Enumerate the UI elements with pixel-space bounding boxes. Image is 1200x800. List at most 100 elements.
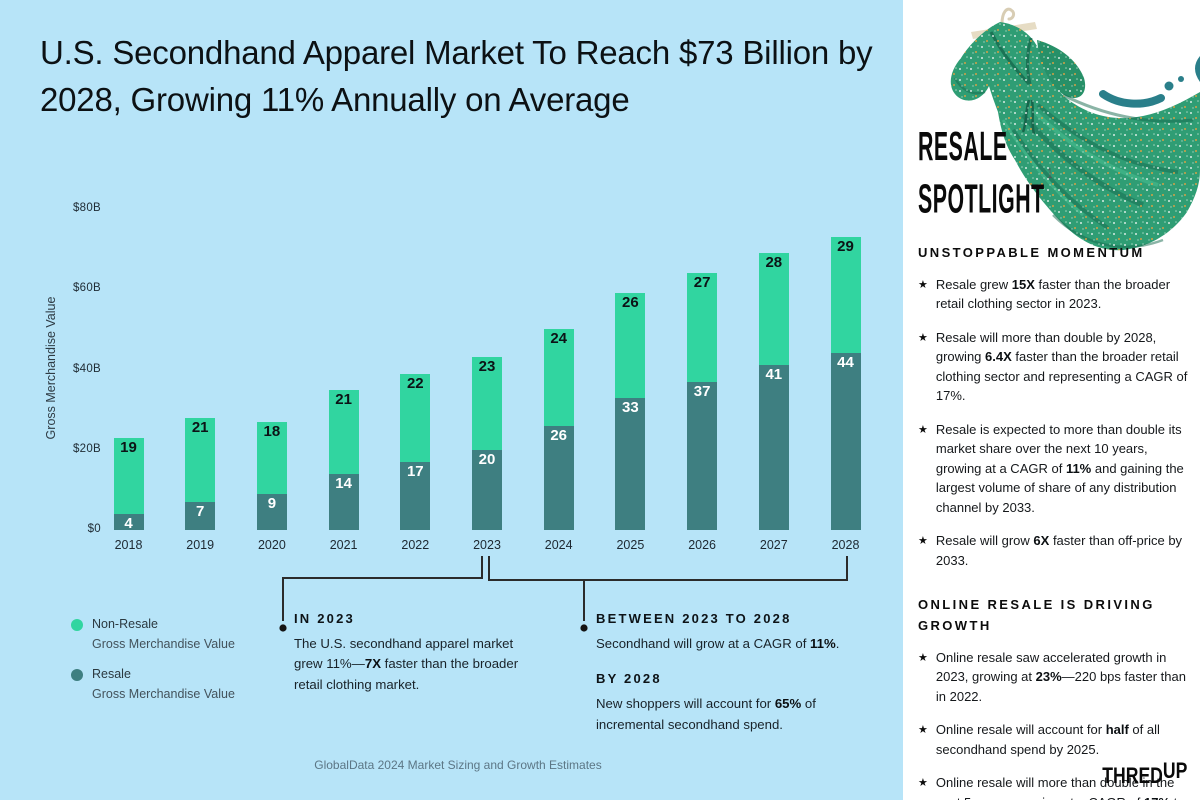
bullet-item: ★ Online resale saw accelerated growth in… bbox=[918, 648, 1188, 707]
x-axis-tick: 2023 bbox=[473, 538, 501, 552]
logo-thred: THRED bbox=[1101, 763, 1163, 788]
bar-segment-non-resale-2023: 23 bbox=[472, 357, 502, 450]
bar-value-label: 7 bbox=[196, 502, 205, 520]
annotation-2023-2028: BETWEEN 2023 TO 2028 Secondhand will gro… bbox=[596, 611, 858, 735]
bullet-text: Online resale will account for half of a… bbox=[935, 722, 1160, 757]
bullet-text: Online resale saw accelerated growth in … bbox=[935, 649, 1186, 704]
annotation-body: New shoppers will account for 65% of inc… bbox=[596, 696, 816, 732]
bullet-dot bbox=[279, 624, 287, 632]
section-heading: UNSTOPPABLE MOMENTUM bbox=[918, 245, 1145, 260]
x-axis-tick: 2021 bbox=[329, 538, 358, 552]
bar-segment-non-resale-2024: 24 bbox=[543, 329, 574, 426]
bar-value-label: 27 bbox=[693, 274, 711, 292]
source-credit: GlobalData 2024 Market Sizing and Growth… bbox=[314, 758, 602, 772]
star-icon: ★ bbox=[918, 535, 928, 548]
y-axis-tick: $40B bbox=[72, 362, 101, 375]
annotation-heading: BY 2028 bbox=[596, 671, 662, 687]
bar-segment-non-resale-2022: 22 bbox=[400, 373, 431, 462]
bar-segment-non-resale-2021: 21 bbox=[328, 389, 359, 474]
bullet-item: ★ Online resale will account for half of … bbox=[918, 720, 1188, 759]
bullet-text: Online resale will more than double in t… bbox=[935, 775, 1185, 800]
spotlight-title: RESALE SPOTLIGHT1 bbox=[918, 122, 1177, 223]
bullet-item: ★ Online resale will more than double in … bbox=[918, 773, 1188, 800]
x-axis-tick: 2028 bbox=[831, 538, 860, 552]
bar-segment-resale-2026: 37 bbox=[687, 381, 718, 530]
bar-segment-resale-2019: 7 bbox=[185, 501, 216, 530]
section-heading: ONLINE RESALE IS DRIVING GROWTH bbox=[918, 597, 1155, 634]
bar-value-label: 44 bbox=[837, 354, 854, 372]
annotation-body: The U.S. secondhand apparel market grew … bbox=[294, 636, 519, 692]
x-axis-tick: 2019 bbox=[186, 538, 215, 552]
bar-segment-resale-2027: 41 bbox=[758, 365, 789, 530]
bar-value-label: 21 bbox=[335, 390, 352, 408]
dress-illustration-icon bbox=[950, 7, 1200, 251]
bar-value-label: 41 bbox=[765, 366, 783, 384]
x-axis-tick: 2026 bbox=[688, 538, 716, 552]
resale-swatch-icon bbox=[71, 669, 83, 681]
bullet-item: ★ Resale is expected to more than double … bbox=[918, 420, 1188, 518]
bar-value-label: 33 bbox=[622, 398, 639, 416]
bar-value-label: 17 bbox=[406, 462, 424, 480]
dress-photo bbox=[903, 0, 1200, 300]
chart-legend: Non-Resale Gross Merchandise Value Resal… bbox=[71, 617, 235, 717]
bar-value-label: 26 bbox=[550, 426, 568, 444]
x-axis-tick: 2025 bbox=[616, 538, 645, 552]
legend-sublabel: Gross Merchandise Value bbox=[92, 637, 235, 651]
bar-segment-non-resale-2025: 26 bbox=[615, 293, 646, 398]
bar-segment-resale-2023: 20 bbox=[472, 449, 502, 530]
spotlight-section-1: ONLINE RESALE IS DRIVING GROWTH ★ Online r… bbox=[918, 595, 1188, 800]
bar-value-label: 9 bbox=[267, 494, 277, 512]
bar-segment-non-resale-2019: 21 bbox=[185, 417, 216, 502]
bar-segment-non-resale-2018: 19 bbox=[113, 437, 144, 514]
spotlight-panel: RESALE SPOTLIGHT1 UNSTOPPABLE MOMENTUM ★ R… bbox=[903, 0, 1200, 800]
chart-panel: U.S. Secondhand Apparel Market To Reach … bbox=[40, 34, 873, 772]
bar-value-label: 37 bbox=[693, 382, 711, 400]
legend-sublabel: Gross Merchandise Value bbox=[92, 687, 235, 701]
logo-up: UP bbox=[1162, 758, 1187, 783]
star-icon: ★ bbox=[918, 777, 928, 790]
star-icon: ★ bbox=[918, 278, 928, 291]
bar-segment-resale-2020: 9 bbox=[256, 493, 287, 530]
bar-segment-resale-2018: 4 bbox=[113, 513, 144, 532]
star-icon: ★ bbox=[918, 651, 928, 664]
bar-value-label: 4 bbox=[124, 514, 133, 532]
star-icon: ★ bbox=[918, 331, 928, 344]
bar-segment-resale-2028: 44 bbox=[830, 353, 861, 530]
y-axis-tick: $60B bbox=[72, 282, 101, 295]
annotation-heading: IN 2023 bbox=[294, 611, 355, 626]
footnote-marker: 1 bbox=[1047, 165, 1053, 182]
bar-segment-non-resale-2026: 27 bbox=[687, 273, 718, 382]
spotlight-sections: UNSTOPPABLE MOMENTUM ★ Resale grew 15X fas… bbox=[918, 243, 1188, 800]
legend-label: Resale bbox=[92, 667, 131, 681]
legend-label: Non-Resale bbox=[92, 617, 159, 631]
star-icon: ★ bbox=[918, 423, 928, 436]
bar-value-label: 26 bbox=[622, 294, 639, 312]
x-axis-tick: 2018 bbox=[114, 538, 143, 552]
bullet-item: ★ Resale will more than double by 2028, g… bbox=[918, 328, 1188, 406]
bullet-text: Resale will grow 6X faster than off-pric… bbox=[935, 533, 1183, 568]
bar-value-label: 20 bbox=[478, 450, 496, 468]
bar-segment-non-resale-2020: 18 bbox=[256, 421, 287, 494]
bar-value-label: 28 bbox=[765, 254, 783, 272]
bar-value-label: 29 bbox=[837, 238, 854, 256]
bar-segment-resale-2025: 33 bbox=[615, 397, 646, 530]
spotlight-section-0: UNSTOPPABLE MOMENTUM ★ Resale grew 15X fas… bbox=[918, 243, 1188, 570]
thredup-logo: THREDUP bbox=[1101, 758, 1187, 789]
bar-value-label: 19 bbox=[120, 438, 137, 456]
bar-value-label: 14 bbox=[335, 474, 352, 492]
y-axis-tick: $80B bbox=[72, 202, 101, 214]
star-icon: ★ bbox=[918, 724, 928, 737]
bar-value-label: 23 bbox=[478, 358, 496, 376]
page-title: U.S. Secondhand Apparel Market To Reach … bbox=[40, 34, 873, 118]
bar-value-label: 21 bbox=[191, 418, 209, 436]
bullet-item: ★ Resale will grow 6X faster than off-pri… bbox=[918, 531, 1188, 570]
annotation-in-2023: IN 2023 The U.S. secondhand apparel mark… bbox=[294, 611, 528, 695]
spotlight-title-line2: SPOTLIGHT bbox=[918, 175, 1045, 222]
x-axis-tick: 2024 bbox=[544, 538, 573, 552]
bar-segment-resale-2022: 17 bbox=[400, 461, 431, 530]
annotation-body: Secondhand will grow at a CAGR of 11%. bbox=[596, 636, 840, 651]
x-axis-tick: 2020 bbox=[257, 538, 286, 552]
bar-value-label: 24 bbox=[550, 330, 568, 348]
bullet-text: Resale grew 15X faster than the broader … bbox=[935, 276, 1171, 312]
